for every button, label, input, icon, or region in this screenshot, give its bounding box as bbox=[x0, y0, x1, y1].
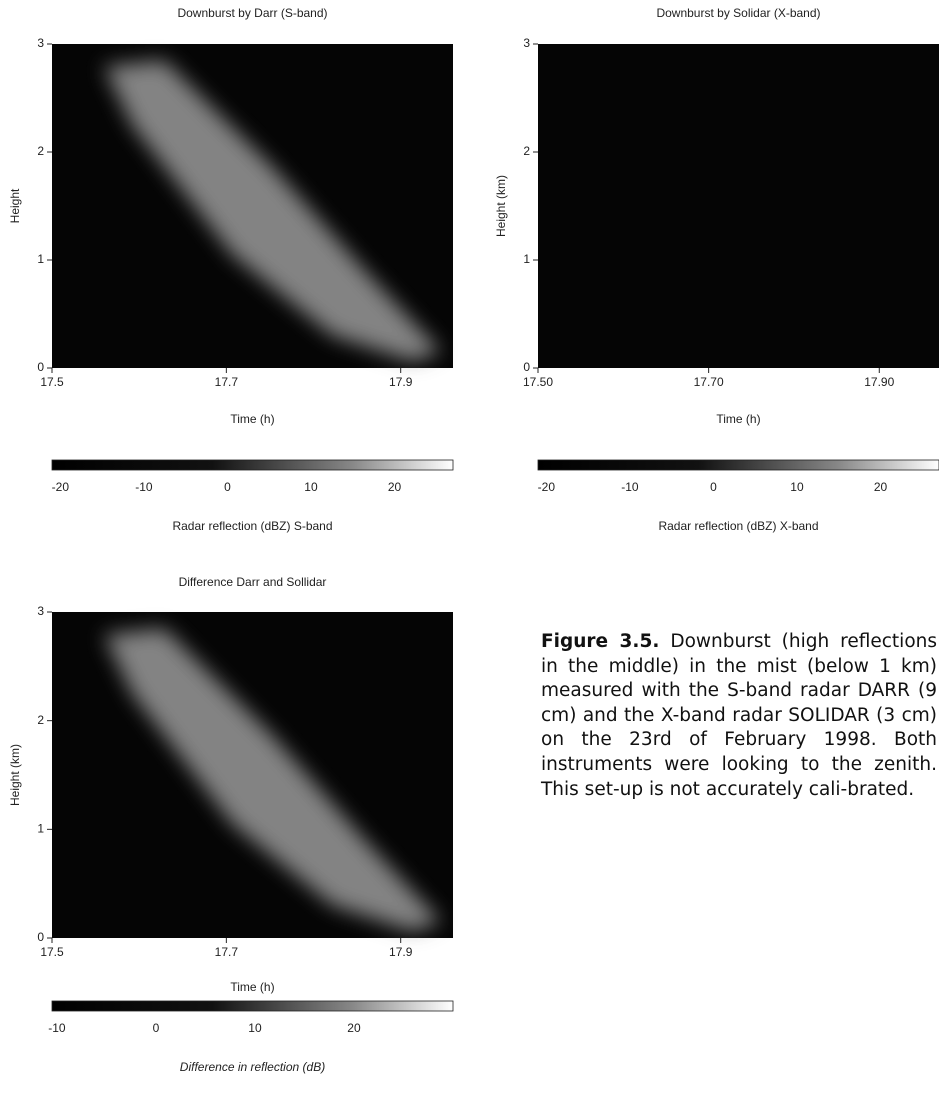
x-tick-label: 17.5 bbox=[40, 375, 64, 389]
y-tick-label: 3 bbox=[523, 36, 530, 50]
colorbar-tick-label: 0 bbox=[224, 480, 231, 494]
colorbar-tick-label: 20 bbox=[388, 480, 402, 494]
y-tick-label: 2 bbox=[37, 713, 44, 727]
colorbar bbox=[51, 459, 454, 471]
y-axis-label: Height (km) bbox=[494, 175, 508, 237]
colorbar-tick-label: 10 bbox=[790, 480, 804, 494]
panel-title: Difference Darr and Sollidar bbox=[179, 575, 327, 589]
caption-label: Figure 3.5. bbox=[541, 631, 660, 652]
y-axis-label: Height (km) bbox=[8, 744, 22, 806]
reflection-field bbox=[104, 628, 441, 932]
colorbar-label: Radar reflection (dBZ) X-band bbox=[658, 519, 818, 533]
caption: Figure 3.5. Downburst (high reflections … bbox=[541, 630, 937, 802]
colorbar-label: Radar reflection (dBZ) S-band bbox=[172, 519, 332, 533]
x-tick-label: 17.9 bbox=[389, 375, 413, 389]
x-tick-label: 17.90 bbox=[864, 375, 894, 389]
colorbar-tick-label: 10 bbox=[304, 480, 318, 494]
y-tick-label: 3 bbox=[37, 36, 44, 50]
x-tick-label: 17.50 bbox=[523, 375, 553, 389]
y-axis-label: Height bbox=[8, 188, 22, 223]
colorbar bbox=[537, 459, 939, 471]
colorbar-tick-label: 0 bbox=[710, 480, 717, 494]
y-tick-label: 2 bbox=[37, 144, 44, 158]
x-axis-label: Time (h) bbox=[230, 412, 274, 426]
caption-text: Downburst (high reflections in the middl… bbox=[541, 631, 938, 800]
colorbar-tick-label: -10 bbox=[135, 480, 153, 494]
colorbar-tick-label: 0 bbox=[153, 1021, 160, 1035]
reflection-field bbox=[104, 60, 441, 362]
y-tick-label: 1 bbox=[523, 252, 530, 266]
y-tick-label: 1 bbox=[37, 822, 44, 836]
y-tick-label: 1 bbox=[37, 252, 44, 266]
colorbar-label: Difference in reflection (dB) bbox=[180, 1060, 325, 1074]
panel-title: Downburst by Darr (S-band) bbox=[177, 6, 327, 20]
colorbar-tick-label: -10 bbox=[621, 480, 639, 494]
colorbar-tick-label: -20 bbox=[52, 480, 70, 494]
y-tick-label: 0 bbox=[523, 360, 530, 374]
colorbar bbox=[51, 1000, 454, 1012]
y-tick-label: 0 bbox=[37, 360, 44, 374]
colorbar-tick-label: 10 bbox=[248, 1021, 262, 1035]
x-axis-label: Time (h) bbox=[716, 412, 760, 426]
y-tick-label: 3 bbox=[37, 604, 44, 618]
x-tick-label: 17.70 bbox=[694, 375, 724, 389]
x-tick-label: 17.7 bbox=[215, 945, 239, 959]
colorbar-tick-label: -20 bbox=[538, 480, 556, 494]
y-tick-label: 2 bbox=[523, 144, 530, 158]
x-tick-label: 17.9 bbox=[389, 945, 413, 959]
y-tick-label: 0 bbox=[37, 930, 44, 944]
x-tick-label: 17.7 bbox=[215, 375, 239, 389]
plot-area bbox=[538, 44, 939, 368]
colorbar-tick-label: 20 bbox=[347, 1021, 361, 1035]
x-tick-label: 17.5 bbox=[40, 945, 64, 959]
panel-title: Downburst by Solidar (X-band) bbox=[656, 6, 820, 20]
x-axis-label: Time (h) bbox=[230, 980, 274, 994]
colorbar-tick-label: 20 bbox=[874, 480, 888, 494]
colorbar-tick-label: -10 bbox=[48, 1021, 66, 1035]
